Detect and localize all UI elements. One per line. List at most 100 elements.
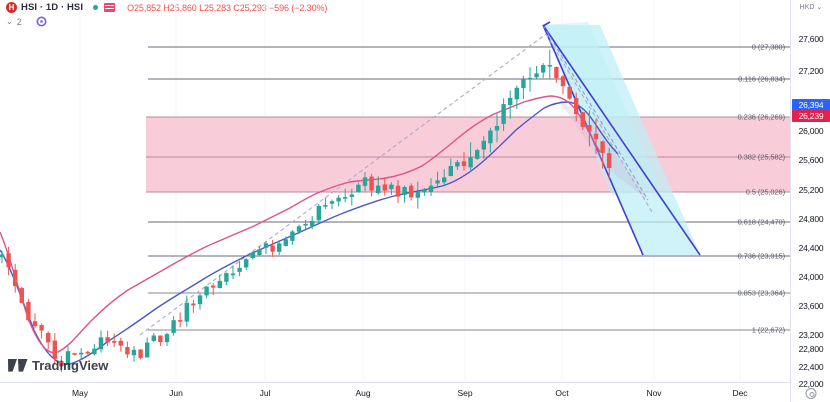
- candle-body[interactable]: [455, 162, 460, 167]
- candle-body[interactable]: [343, 197, 348, 199]
- candle-body[interactable]: [151, 335, 156, 341]
- candle-body[interactable]: [290, 231, 295, 241]
- candle-body[interactable]: [0, 254, 5, 258]
- candle-body[interactable]: [98, 337, 104, 350]
- symbol-title[interactable]: HSI · 1D · HSI: [21, 2, 84, 13]
- candle-body[interactable]: [217, 280, 222, 288]
- candle-body[interactable]: [600, 141, 605, 153]
- candle-body[interactable]: [461, 161, 467, 166]
- price-scale[interactable]: HKD ⌄ 27,60027,20026,80026,00025,60025,2…: [790, 0, 830, 402]
- candle-body[interactable]: [85, 351, 90, 354]
- time-scale[interactable]: May Jun Jul Aug Sep Oct Nov Dec: [0, 382, 790, 402]
- candle-body[interactable]: [303, 223, 308, 226]
- candle-body[interactable]: [554, 67, 559, 79]
- candle-body[interactable]: [283, 239, 288, 246]
- candle-body[interactable]: [145, 342, 150, 358]
- candle-body[interactable]: [422, 190, 427, 193]
- candle-body[interactable]: [118, 340, 123, 346]
- candle-body[interactable]: [521, 79, 526, 89]
- candle-body[interactable]: [567, 86, 572, 99]
- candle-body[interactable]: [534, 73, 539, 78]
- candle-body[interactable]: [277, 243, 282, 252]
- candle-body[interactable]: [46, 333, 51, 343]
- chevron-down-icon[interactable]: ⌄: [816, 4, 823, 11]
- candle-body[interactable]: [310, 220, 315, 227]
- candle-body[interactable]: [607, 153, 612, 168]
- candle-body[interactable]: [39, 325, 44, 331]
- candle-body[interactable]: [59, 361, 64, 367]
- candle-body[interactable]: [32, 321, 38, 327]
- candle-body[interactable]: [468, 157, 473, 168]
- candle-body[interactable]: [230, 273, 236, 276]
- candle-body[interactable]: [389, 184, 394, 190]
- candle-body[interactable]: [250, 252, 255, 258]
- candle-body[interactable]: [79, 352, 84, 355]
- candle-body[interactable]: [501, 104, 506, 124]
- candle-body[interactable]: [164, 334, 170, 343]
- chart-plot-area[interactable]: 0 (27,380) 0.116 (26,834) 0.236 (26,269) 0.…: [0, 0, 790, 382]
- candle-body[interactable]: [112, 341, 117, 343]
- candle-body[interactable]: [323, 205, 328, 207]
- candle-body[interactable]: [475, 150, 480, 159]
- candle-body[interactable]: [92, 348, 97, 355]
- candle-body[interactable]: [362, 177, 368, 186]
- candle-body[interactable]: [481, 140, 486, 150]
- candle-body[interactable]: [442, 177, 447, 183]
- candle-body[interactable]: [587, 125, 592, 132]
- candle-body[interactable]: [52, 340, 57, 359]
- candle-body[interactable]: [197, 295, 203, 305]
- candle-body[interactable]: [184, 302, 189, 322]
- candle-body[interactable]: [6, 253, 11, 268]
- candle-body[interactable]: [356, 184, 361, 193]
- candle-body[interactable]: [26, 302, 31, 321]
- candle-body[interactable]: [547, 65, 552, 67]
- currency-selector[interactable]: HKD ⌄: [791, 3, 830, 12]
- candlestick-series[interactable]: [0, 49, 612, 372]
- candle-body[interactable]: [171, 320, 176, 333]
- candle-body[interactable]: [72, 353, 77, 355]
- candle-body[interactable]: [204, 286, 209, 296]
- candle-body[interactable]: [514, 87, 519, 100]
- candle-body[interactable]: [560, 76, 566, 87]
- visibility-dot-icon[interactable]: [93, 5, 99, 10]
- candle-body[interactable]: [428, 185, 434, 192]
- candle-body[interactable]: [541, 65, 546, 73]
- candle-body[interactable]: [488, 130, 493, 144]
- candle-body[interactable]: [329, 201, 335, 204]
- candle-body[interactable]: [580, 112, 585, 127]
- candle-body[interactable]: [270, 245, 275, 252]
- candle-body[interactable]: [244, 259, 249, 268]
- candle-body[interactable]: [508, 97, 513, 106]
- rising-trendline-dashed[interactable]: [139, 33, 547, 336]
- candle-body[interactable]: [316, 205, 321, 221]
- candle-body[interactable]: [593, 133, 599, 140]
- candle-body[interactable]: [448, 166, 453, 177]
- candle-body[interactable]: [349, 194, 354, 197]
- candle-body[interactable]: [191, 303, 196, 306]
- candle-body[interactable]: [158, 335, 163, 343]
- candle-body[interactable]: [224, 273, 229, 282]
- candle-body[interactable]: [257, 249, 262, 255]
- candle-body[interactable]: [105, 337, 110, 343]
- candle-body[interactable]: [19, 288, 24, 303]
- candle-body[interactable]: [138, 349, 143, 359]
- candle-body[interactable]: [13, 269, 18, 287]
- candle-body[interactable]: [131, 349, 137, 356]
- candle-body[interactable]: [415, 191, 420, 198]
- descending-channel[interactable]: [542, 21, 701, 256]
- candle-body[interactable]: [376, 185, 381, 193]
- candle-body[interactable]: [435, 180, 440, 184]
- candle-body[interactable]: [211, 285, 216, 288]
- candle-body[interactable]: [296, 226, 302, 232]
- candle-body[interactable]: [395, 185, 401, 197]
- candle-body[interactable]: [336, 197, 341, 202]
- candle-body[interactable]: [382, 184, 387, 191]
- candle-body[interactable]: [237, 267, 242, 272]
- candle-body[interactable]: [409, 185, 414, 198]
- indicator-settings-icon[interactable]: [36, 16, 47, 27]
- candle-body[interactable]: [263, 243, 269, 248]
- price-scale-settings-icon[interactable]: [805, 388, 816, 399]
- candle-body[interactable]: [125, 347, 130, 355]
- candle-body[interactable]: [178, 320, 183, 322]
- candle-body[interactable]: [527, 77, 533, 80]
